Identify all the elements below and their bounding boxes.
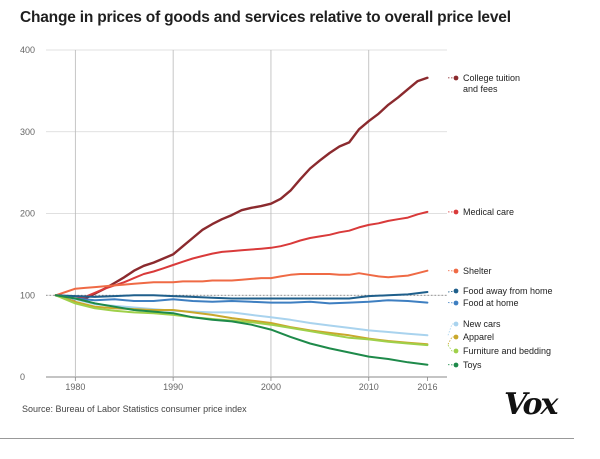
chart-frame: Change in prices of goods and services r… — [20, 9, 559, 422]
legend-label-6-0: Apparel — [463, 332, 494, 342]
grid-layer — [46, 49, 447, 378]
legend-dot-1 — [453, 209, 459, 215]
legend-label-8-0: Toys — [463, 360, 482, 370]
y-tick-label-300: 300 — [20, 127, 35, 137]
legend-dot-4 — [453, 300, 459, 306]
series-line-5 — [54, 294, 429, 337]
legend-dot-3 — [453, 288, 459, 294]
legend-dot-6 — [453, 334, 459, 340]
legend-dot-0 — [453, 75, 459, 81]
legend-label-2-0: Shelter — [463, 266, 492, 276]
legend-dot-7 — [453, 348, 459, 354]
legend-label-4-0: Food at home — [463, 298, 519, 308]
series-line-7 — [54, 294, 429, 347]
legend-leader-5 — [447, 323, 456, 336]
series-layer — [54, 76, 429, 366]
x-tick-label-2016: 2016 — [417, 382, 437, 392]
chart-plot: 0 100 200 300 400 1980 1990 2000 2010 2016 Colleg… — [20, 45, 553, 392]
series-line-0 — [54, 76, 429, 301]
legend-label-7-0: Furniture and bedding — [463, 346, 551, 356]
x-tick-label-1990: 1990 — [163, 382, 183, 392]
source-note: Source: Bureau of Labor Statistics consu… — [22, 404, 247, 414]
legend-dot-5 — [453, 321, 459, 327]
vox-logo: Vox — [504, 387, 558, 422]
y-tick-label-200: 200 — [20, 209, 35, 219]
legend-dot-2 — [453, 268, 459, 274]
y-tick-label-0: 0 — [20, 372, 25, 382]
legend-label-0-0: College tuition — [463, 73, 520, 83]
series-line-6 — [54, 294, 429, 346]
axis-layer: 0 100 200 300 400 1980 1990 2000 2010 2016 — [20, 45, 437, 392]
series-line-4 — [54, 294, 429, 305]
series-line-3 — [54, 291, 429, 300]
legend-dot-8 — [453, 362, 459, 368]
series-line-2 — [54, 269, 429, 297]
y-tick-label-400: 400 — [20, 45, 35, 55]
x-tick-label-2000: 2000 — [261, 382, 281, 392]
series-line-8 — [54, 294, 429, 366]
bottom-rule — [0, 438, 574, 439]
chart-title: Change in prices of goods and services r… — [20, 9, 511, 26]
legend-label-3-0: Food away from home — [463, 286, 553, 296]
x-tick-label-2010: 2010 — [359, 382, 379, 392]
legend-label-0-1: and fees — [463, 84, 498, 94]
legend-label-1-0: Medical care — [463, 207, 514, 217]
x-tick-label-1980: 1980 — [65, 382, 85, 392]
y-tick-label-100: 100 — [20, 290, 35, 300]
legend-label-5-0: New cars — [463, 319, 501, 329]
